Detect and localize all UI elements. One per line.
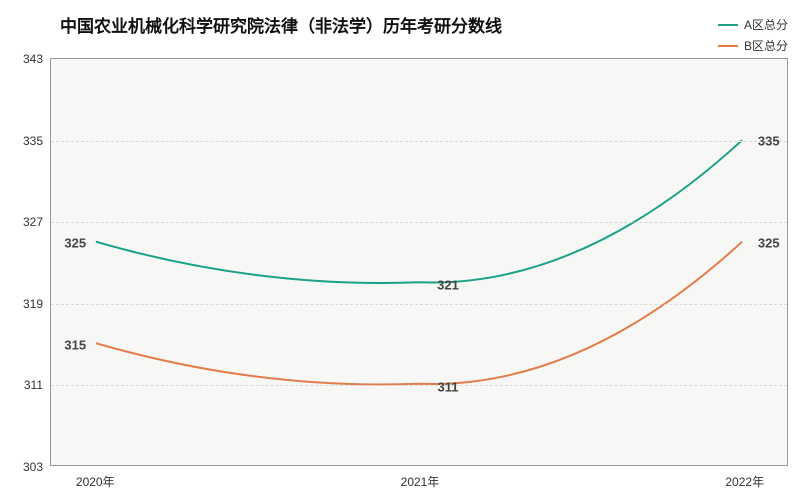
grid-line: [51, 385, 787, 386]
x-tick-label: 2020年: [76, 473, 115, 490]
legend-label-b: B区总分: [744, 37, 788, 54]
x-tick-label: 2022年: [725, 473, 764, 490]
y-tick-label: 343: [23, 52, 43, 66]
grid-line: [51, 222, 787, 223]
data-label: 315: [60, 337, 90, 352]
series-line: [96, 242, 742, 385]
y-tick-label: 327: [23, 215, 43, 229]
legend-label-a: A区总分: [744, 16, 788, 33]
x-tick-label: 2021年: [401, 473, 440, 490]
legend-swatch-a: [718, 24, 738, 26]
legend-item-b: B区总分: [718, 37, 788, 54]
chart-title: 中国农业机械化科学研究院法律（非法学）历年考研分数线: [60, 12, 502, 37]
legend: A区总分 B区总分: [718, 16, 788, 58]
y-tick-label: 303: [23, 460, 43, 474]
data-label: 335: [754, 133, 784, 148]
grid-line: [51, 304, 787, 305]
y-tick-label: 319: [23, 297, 43, 311]
series-line: [96, 140, 742, 283]
data-label: 325: [754, 235, 784, 250]
plot-area: 3033113193273353432020年2021年2022年3253213…: [50, 58, 788, 466]
y-tick-label: 311: [24, 378, 43, 392]
data-label: 311: [434, 380, 463, 395]
legend-swatch-b: [718, 45, 738, 47]
chart-container: 中国农业机械化科学研究院法律（非法学）历年考研分数线 A区总分 B区总分 303…: [0, 0, 800, 500]
grid-line: [51, 141, 787, 142]
y-tick-label: 335: [23, 134, 43, 148]
data-label: 321: [433, 278, 463, 293]
legend-item-a: A区总分: [718, 16, 788, 33]
data-label: 325: [60, 235, 90, 250]
chart-svg: [51, 59, 787, 465]
